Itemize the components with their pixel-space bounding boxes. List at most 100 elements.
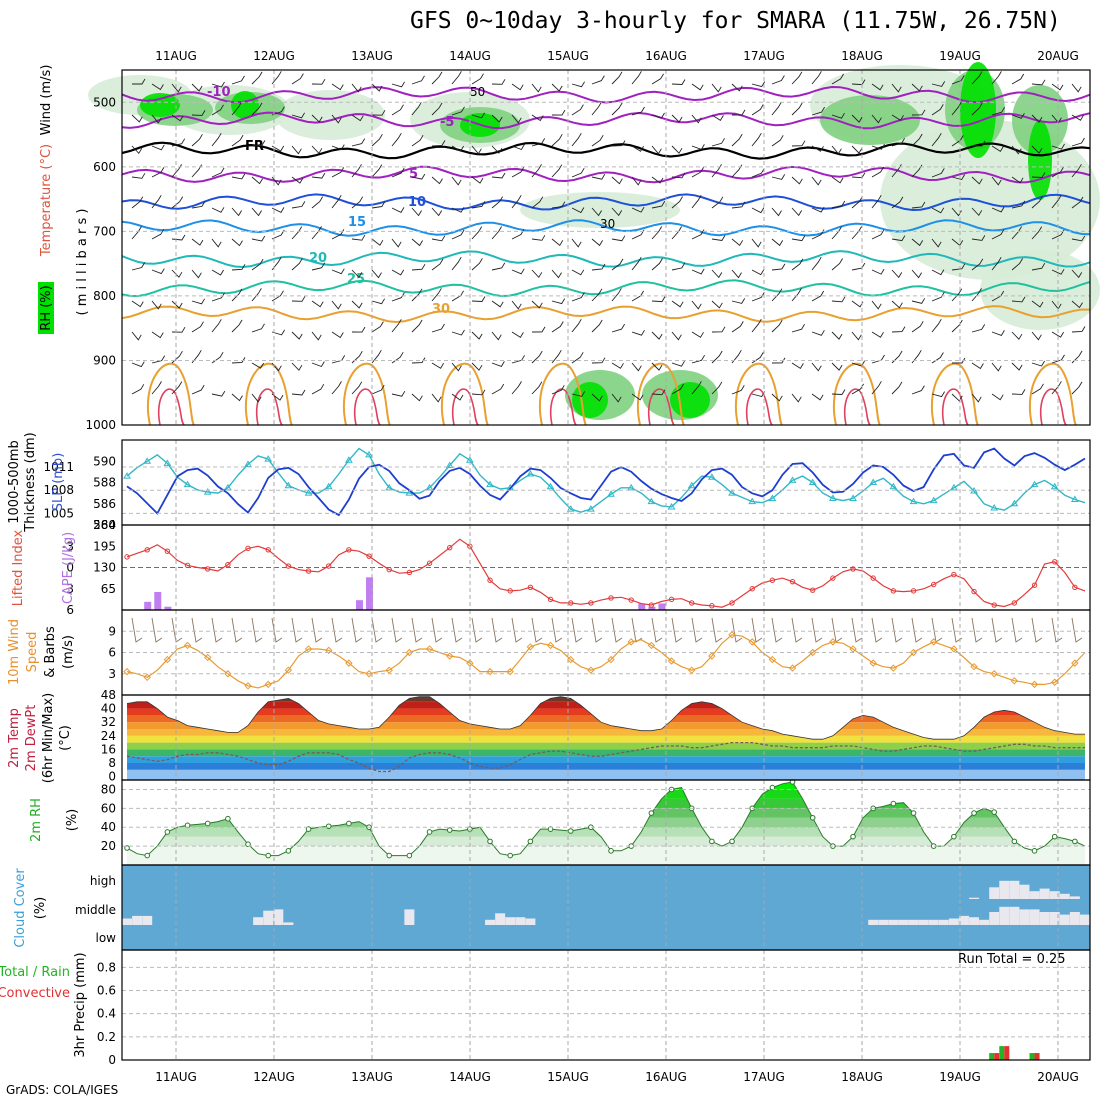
rh-legend-swatch — [38, 282, 54, 334]
wind-barb — [751, 269, 765, 276]
wind-barb — [132, 78, 146, 85]
wind-barb — [991, 176, 1002, 186]
wind-barb — [571, 238, 582, 248]
y-tick-label: 260 — [93, 518, 116, 532]
rh-marker — [487, 838, 493, 845]
y-tick-label: 590 — [93, 454, 116, 468]
wind-barb — [311, 145, 323, 155]
wind-barb — [951, 75, 965, 85]
cloud-bar-middle — [898, 919, 909, 925]
wind-speed-marker — [607, 655, 615, 664]
wind-barb — [451, 71, 462, 85]
wind-speed-marker — [143, 673, 151, 681]
wind-barb — [751, 132, 762, 147]
wind-barb — [171, 114, 184, 122]
cloud-bar-middle — [263, 910, 274, 925]
wind-barb — [451, 229, 465, 240]
wind-barb — [631, 71, 642, 85]
thickness-marker — [1070, 495, 1079, 502]
temp2m-axis-label: (°C) — [58, 725, 73, 751]
isotherm-line — [121, 141, 1091, 160]
wind-barb — [671, 196, 683, 209]
y-tick-label: 0.2 — [97, 1030, 116, 1044]
wind-speed-marker — [970, 662, 978, 671]
wind-barb — [891, 300, 903, 309]
wind-barb — [711, 326, 726, 333]
x-tick-label-top: 20AUG — [1037, 49, 1079, 63]
wind-barb — [771, 135, 784, 147]
pressure-axis-label: ( m i l l i b a r s ) — [75, 209, 90, 316]
rh-green-shade — [140, 93, 180, 117]
y-tick-label: 0.8 — [97, 960, 116, 974]
wind-barb — [131, 114, 143, 123]
wind-barb — [751, 238, 762, 248]
cloud-bar-middle — [908, 919, 919, 925]
wind-speed-marker — [849, 645, 857, 653]
wind-barb — [451, 145, 464, 152]
wind-barb — [431, 176, 443, 185]
wind-barb — [831, 258, 843, 271]
wind-barb — [271, 393, 284, 401]
wind-barb — [891, 83, 902, 93]
wind-barb — [911, 109, 926, 116]
wind-barb — [931, 238, 942, 248]
wind-barb — [411, 393, 423, 402]
thickness-marker — [707, 473, 716, 480]
isotherm-label: FR — [245, 139, 264, 154]
x-tick-label-bottom: 11AUG — [155, 1070, 197, 1084]
wind-barb — [931, 168, 945, 178]
wind-barb — [1071, 617, 1083, 643]
rh-mid-shade — [820, 95, 920, 145]
rh-marker — [971, 810, 977, 816]
wind-barb — [851, 145, 863, 154]
cloud-axis-label: Cloud Cover — [13, 868, 28, 948]
temp2m-axis-label: 2m DewPt — [24, 705, 39, 772]
lifted-index-marker — [144, 547, 150, 553]
isotherm-label: -5 — [440, 115, 454, 130]
wind-barb — [131, 384, 145, 395]
wind-barb — [191, 83, 203, 92]
wind-barb — [331, 300, 342, 310]
wind-barb — [291, 331, 303, 340]
wind-barb — [491, 196, 503, 209]
wind-barb — [611, 140, 626, 147]
wind-barb — [331, 114, 342, 124]
wind-barb — [931, 104, 944, 116]
wind-barb — [1011, 200, 1026, 209]
wind-barb — [471, 617, 483, 643]
wind-barb — [431, 140, 446, 147]
x-tick-label-top: 19AUG — [939, 49, 981, 63]
wind-barb — [231, 207, 242, 217]
wind-barb — [711, 269, 723, 279]
cloud-bar-middle — [948, 918, 959, 925]
rh-marker — [325, 823, 332, 830]
rh-marker — [285, 848, 292, 854]
thickness-marker — [1010, 499, 1019, 507]
wind-barb — [671, 172, 686, 179]
wind-axis-label: Wind (m/s) — [39, 65, 54, 136]
wind-speed-marker — [123, 667, 131, 676]
wind-speed-marker — [183, 641, 192, 650]
wind-barb — [1011, 362, 1023, 371]
wind-barb — [291, 145, 302, 155]
cloud-bar-middle — [525, 918, 536, 925]
wind-barb — [571, 81, 585, 88]
wind-barb — [831, 617, 843, 643]
wind-speed-marker — [708, 652, 716, 660]
wind-barb — [211, 167, 225, 178]
wind-barb — [771, 101, 782, 116]
thickness-marker — [687, 481, 696, 489]
wind-barb — [431, 288, 442, 302]
wind-barb — [131, 262, 146, 271]
wind-barb — [231, 102, 242, 116]
lifted-index-marker — [648, 602, 655, 608]
cloud-bar-middle — [1019, 909, 1030, 925]
wind-barb — [551, 164, 563, 178]
wind-barb — [231, 319, 243, 333]
wind-barb — [411, 75, 425, 85]
rh-marker — [809, 814, 816, 821]
lifted-index-marker — [890, 588, 897, 594]
wind-barb — [311, 383, 325, 395]
wind-barb — [931, 269, 945, 276]
rh-marker — [769, 784, 776, 791]
